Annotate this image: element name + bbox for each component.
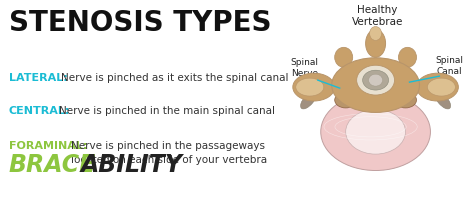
Text: LATERAL:: LATERAL: [9, 73, 67, 83]
Ellipse shape [394, 92, 417, 108]
Ellipse shape [417, 73, 458, 101]
Text: Nerve is pinched in the passageways
located on each side of your vertebra: Nerve is pinched in the passageways loca… [72, 141, 268, 165]
Text: ABILITY: ABILITY [81, 153, 182, 177]
Ellipse shape [369, 74, 383, 86]
Text: Nerve is pinched in the main spinal canal: Nerve is pinched in the main spinal cana… [58, 106, 274, 116]
Ellipse shape [370, 27, 382, 40]
Ellipse shape [363, 70, 389, 90]
Ellipse shape [399, 47, 417, 67]
Ellipse shape [435, 91, 451, 109]
Text: CENTRAL:: CENTRAL: [9, 106, 70, 116]
Ellipse shape [332, 58, 419, 112]
Text: STENOSIS TYPES: STENOSIS TYPES [9, 9, 271, 37]
Ellipse shape [335, 47, 353, 67]
Ellipse shape [293, 73, 335, 101]
Ellipse shape [428, 78, 456, 96]
Ellipse shape [301, 91, 317, 109]
Ellipse shape [335, 92, 356, 108]
Text: BRACE: BRACE [9, 153, 96, 177]
Ellipse shape [321, 93, 430, 171]
Ellipse shape [356, 65, 394, 95]
Ellipse shape [365, 29, 385, 57]
Text: FORAMINAL:: FORAMINAL: [9, 141, 87, 151]
Text: Healthy
Vertebrae: Healthy Vertebrae [352, 5, 403, 27]
Ellipse shape [296, 78, 324, 96]
Text: Spinal
Nerve: Spinal Nerve [291, 58, 319, 78]
Text: Nerve is pinched as it exits the spinal canal: Nerve is pinched as it exits the spinal … [61, 73, 288, 83]
Text: Spinal
Canal: Spinal Canal [436, 56, 464, 76]
Ellipse shape [346, 109, 405, 154]
